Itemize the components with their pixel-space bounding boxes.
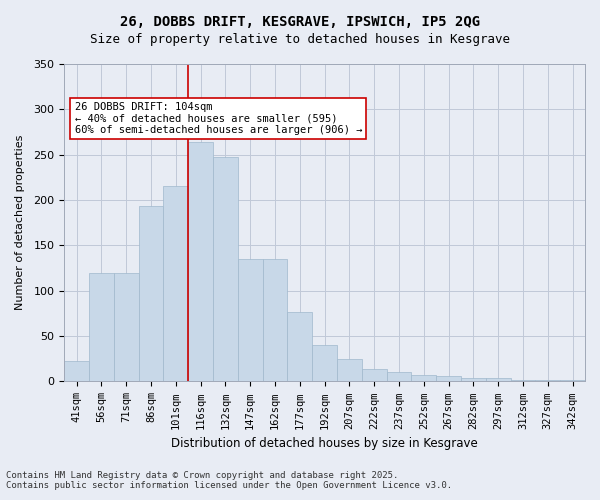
Bar: [486, 378, 511, 382]
Bar: [560, 380, 585, 382]
Bar: [163, 186, 188, 382]
Bar: [89, 272, 114, 382]
Text: 26, DOBBS DRIFT, KESGRAVE, IPSWICH, IP5 2QG: 26, DOBBS DRIFT, KESGRAVE, IPSWICH, IP5 …: [120, 15, 480, 29]
Text: Contains HM Land Registry data © Crown copyright and database right 2025.
Contai: Contains HM Land Registry data © Crown c…: [6, 470, 452, 490]
Bar: [312, 345, 337, 382]
Bar: [337, 359, 362, 382]
Bar: [461, 378, 486, 382]
Y-axis label: Number of detached properties: Number of detached properties: [15, 135, 25, 310]
Bar: [64, 362, 89, 382]
Bar: [362, 368, 386, 382]
Bar: [511, 380, 535, 382]
Bar: [287, 312, 312, 382]
X-axis label: Distribution of detached houses by size in Kesgrave: Distribution of detached houses by size …: [171, 437, 478, 450]
Bar: [535, 380, 560, 382]
Bar: [263, 259, 287, 382]
Bar: [139, 206, 163, 382]
Bar: [412, 375, 436, 382]
Bar: [386, 372, 412, 382]
Bar: [114, 272, 139, 382]
Text: 26 DOBBS DRIFT: 104sqm
← 40% of detached houses are smaller (595)
60% of semi-de: 26 DOBBS DRIFT: 104sqm ← 40% of detached…: [74, 102, 362, 136]
Bar: [213, 156, 238, 382]
Bar: [188, 142, 213, 382]
Bar: [436, 376, 461, 382]
Bar: [238, 259, 263, 382]
Text: Size of property relative to detached houses in Kesgrave: Size of property relative to detached ho…: [90, 32, 510, 46]
